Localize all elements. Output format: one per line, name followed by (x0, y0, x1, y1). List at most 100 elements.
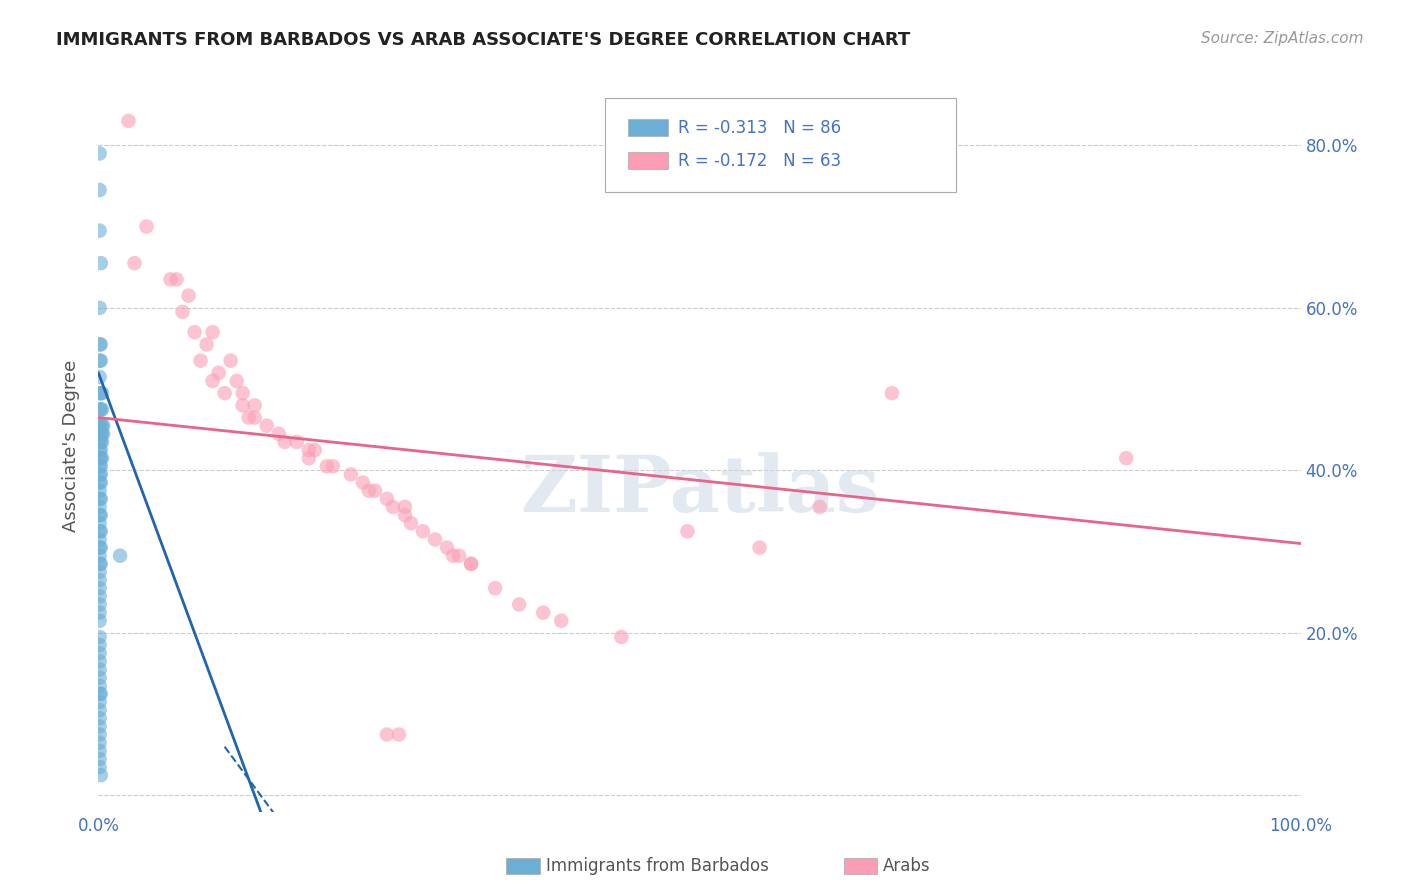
Point (436, 541, 458, 555)
Point (89, 727, 111, 741)
Point (91, 418, 114, 433)
Point (89, 337, 111, 351)
Point (364, 483, 387, 498)
Point (232, 398, 254, 412)
Point (298, 451, 321, 466)
Text: ZIPatlas: ZIPatlas (520, 452, 879, 528)
Point (90, 557, 112, 571)
Point (214, 386, 236, 401)
Point (89, 598, 111, 612)
Point (89, 687, 111, 701)
Point (89, 565, 111, 579)
Point (748, 541, 770, 555)
Point (90, 508, 112, 522)
Point (90, 402, 112, 417)
Point (89, 752, 111, 766)
Point (89, 679, 111, 693)
Point (91, 451, 114, 466)
Point (381, 500, 404, 514)
Point (352, 475, 374, 490)
Point (89, 434, 111, 449)
Text: R = -0.172   N = 63: R = -0.172 N = 63 (678, 152, 841, 169)
Point (89, 711, 111, 725)
Point (412, 524, 434, 539)
Point (135, 219, 157, 234)
Point (90, 768, 112, 782)
Point (124, 256, 146, 270)
Point (375, 727, 398, 741)
Point (89, 353, 111, 368)
Point (89, 224, 111, 238)
Point (89, 719, 111, 733)
Point (90, 524, 112, 539)
Point (375, 491, 398, 506)
Point (89, 516, 111, 531)
Point (89, 183, 111, 197)
Point (89, 418, 111, 433)
Point (315, 459, 337, 474)
Point (274, 434, 297, 449)
Point (340, 467, 363, 482)
Point (89, 695, 111, 709)
Point (90, 459, 112, 474)
Point (208, 366, 231, 380)
Point (89, 508, 111, 522)
Point (89, 744, 111, 758)
Point (90, 443, 112, 458)
Point (423, 533, 446, 547)
Point (460, 557, 482, 571)
Text: Arabs: Arabs (883, 857, 931, 875)
Point (90, 491, 112, 506)
Point (89, 671, 111, 685)
Point (89, 736, 111, 750)
Point (91, 434, 114, 449)
Point (232, 386, 254, 401)
Point (89, 402, 111, 417)
Point (89, 760, 111, 774)
Point (610, 630, 633, 644)
Point (89, 443, 111, 458)
Point (460, 557, 482, 571)
Point (117, 114, 139, 128)
Point (90, 256, 112, 270)
Point (399, 516, 422, 531)
Point (90, 434, 112, 449)
Point (89, 301, 111, 315)
Text: Source: ZipAtlas.com: Source: ZipAtlas.com (1201, 31, 1364, 46)
Point (91, 426, 114, 441)
Point (441, 549, 464, 563)
Point (89, 630, 111, 644)
Point (90, 426, 112, 441)
Point (219, 353, 242, 368)
Point (394, 508, 416, 522)
Point (808, 500, 831, 514)
Point (91, 426, 114, 441)
Point (89, 491, 111, 506)
Point (90, 337, 112, 351)
Point (1115, 451, 1137, 466)
Point (388, 727, 411, 741)
Point (89, 524, 111, 539)
Point (89, 703, 111, 717)
Y-axis label: Associate's Degree: Associate's Degree (62, 359, 80, 533)
Point (166, 272, 188, 286)
Point (322, 459, 344, 474)
Point (90, 687, 112, 701)
Point (256, 418, 278, 433)
Point (89, 459, 111, 474)
Text: IMMIGRANTS FROM BARBADOS VS ARAB ASSOCIATE'S DEGREE CORRELATION CHART: IMMIGRANTS FROM BARBADOS VS ARAB ASSOCIA… (56, 31, 911, 49)
Point (89, 614, 111, 628)
Point (89, 590, 111, 604)
Point (108, 549, 131, 563)
Point (89, 557, 111, 571)
Point (89, 638, 111, 652)
Point (357, 483, 380, 498)
Point (447, 549, 470, 563)
Point (90, 386, 112, 401)
Point (89, 146, 111, 161)
Point (484, 581, 506, 595)
Point (91, 386, 114, 401)
Point (89, 646, 111, 660)
Point (177, 288, 200, 302)
Point (531, 606, 554, 620)
